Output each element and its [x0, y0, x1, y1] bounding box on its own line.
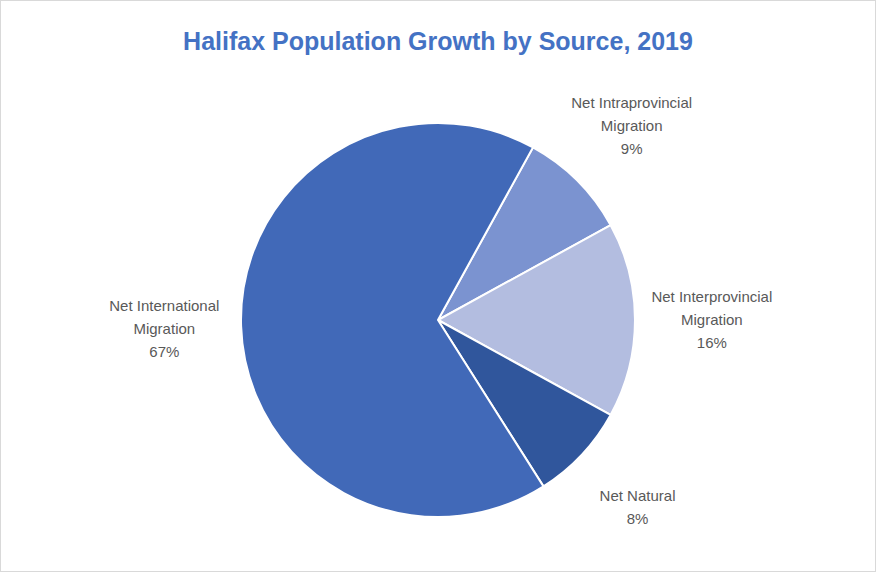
category-label-line: Net Interprovincial — [651, 288, 772, 305]
category-label: Net Interprovincial Migration — [651, 288, 772, 328]
pie-group — [241, 123, 635, 517]
data-label: 67% — [149, 343, 179, 360]
category-label-line: Migration — [601, 117, 663, 134]
chart-title: Halifax Population Growth by Source, 201… — [183, 27, 693, 55]
category-label-line: Migration — [133, 320, 195, 337]
category-label-line: Net Natural — [600, 487, 676, 504]
category-label-line: Migration — [681, 311, 743, 328]
category-label: Net Intraprovincial Migration — [571, 94, 692, 134]
category-label-line: Net International — [109, 297, 219, 314]
data-label: 8% — [627, 510, 649, 527]
chart-root: Halifax Population Growth by Source, 201… — [0, 0, 876, 572]
label-group: Net Intraprovincial Migration 9% Net Interp… — [109, 94, 772, 527]
data-label: 16% — [697, 334, 727, 351]
category-label: Net Natural — [600, 487, 676, 504]
category-label-line: Net Intraprovincial — [571, 94, 692, 111]
category-label: Net International Migration — [109, 297, 219, 337]
chart-frame — [1, 1, 876, 572]
pie-slice — [241, 123, 544, 517]
data-label: 9% — [621, 140, 643, 157]
